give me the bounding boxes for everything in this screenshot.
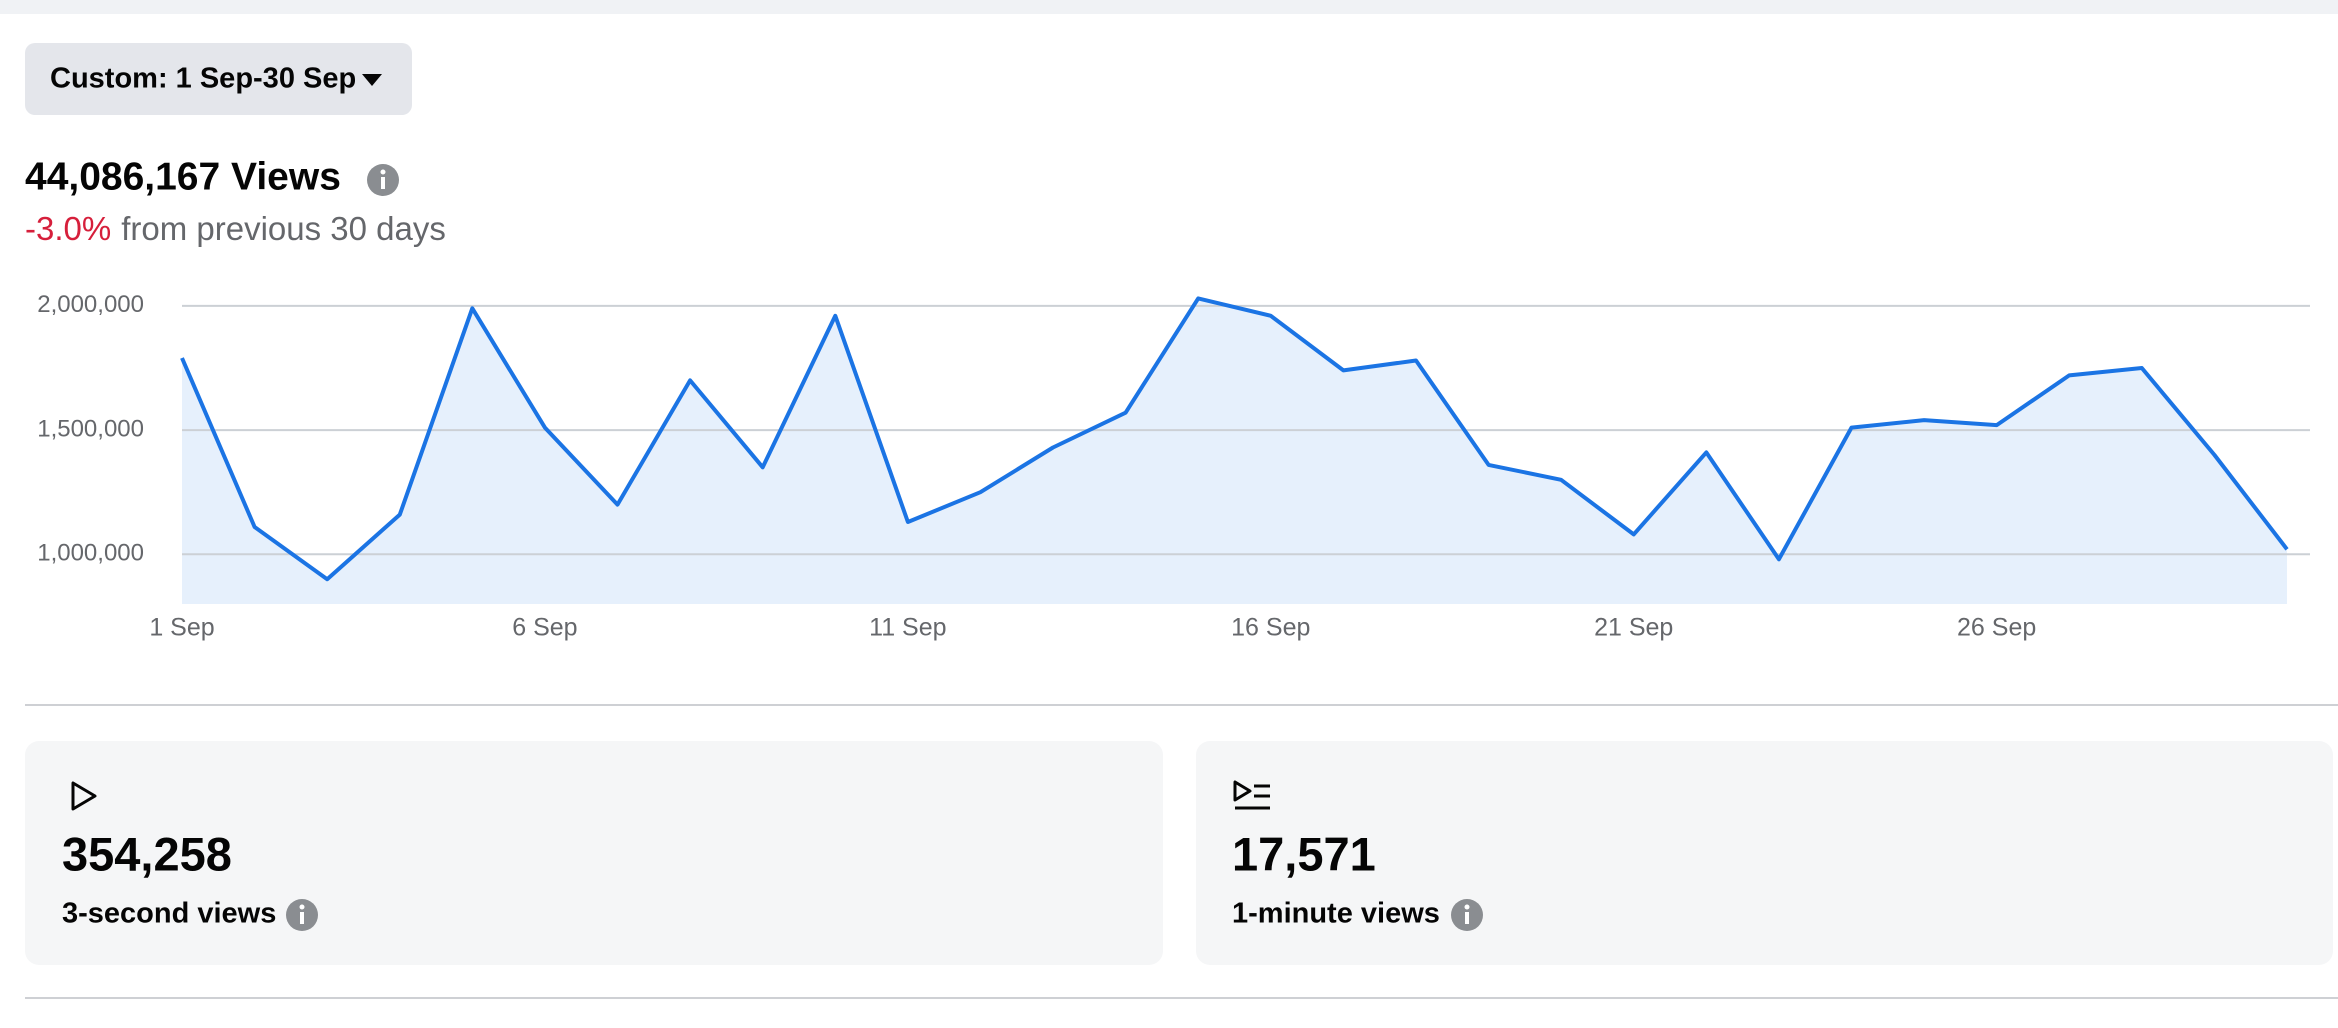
x-tick-label: 6 Sep [512, 614, 577, 642]
y-tick-label: 1,500,000 [37, 415, 144, 442]
x-tick-label: 1 Sep [149, 614, 214, 642]
card-label: 3-second views [62, 898, 276, 930]
info-icon[interactable] [1451, 899, 1483, 931]
area-fill [182, 298, 2287, 604]
y-tick-label: 1,000,000 [37, 540, 144, 567]
metric-card: 17,571 1-minute views [1196, 741, 2333, 965]
card-label: 1-minute views [1232, 898, 1440, 930]
metric-card: 354,258 3-second views [25, 741, 1163, 965]
list-icon [1233, 780, 1270, 810]
change-line: -3.0% from previous 30 days [25, 210, 446, 247]
change-text: from previous 30 days [121, 210, 446, 247]
info-icon[interactable] [367, 164, 399, 196]
date-button[interactable] [25, 43, 412, 115]
date-range[interactable]: Custom: 1 Sep-30 Sep [50, 63, 356, 95]
change-percent: -3.0% [25, 210, 111, 247]
card-value: 17,571 [1232, 827, 1376, 880]
x-tick-label: 26 Sep [1957, 614, 2036, 642]
views-chart: 1,000,000 1,500,000 2,000,000 1 Sep 6 Sep 11 … [37, 291, 2310, 642]
x-tick-label: 21 Sep [1594, 614, 1673, 642]
play-icon [71, 781, 97, 811]
x-tick-label: 16 Sep [1231, 614, 1310, 642]
total-views: 44,086,167 Views [25, 155, 341, 198]
x-tick-label: 11 Sep [869, 614, 946, 642]
info-icon[interactable] [286, 899, 318, 931]
top-strip [0, 0, 2338, 14]
date-picker[interactable]: Custom: 1 Sep-30 Sep [25, 43, 412, 115]
dropdown-caret[interactable] [362, 74, 382, 86]
card-value: 354,258 [62, 827, 232, 880]
line [180, 296, 2289, 582]
y-tick-label: 2,000,000 [37, 291, 144, 318]
